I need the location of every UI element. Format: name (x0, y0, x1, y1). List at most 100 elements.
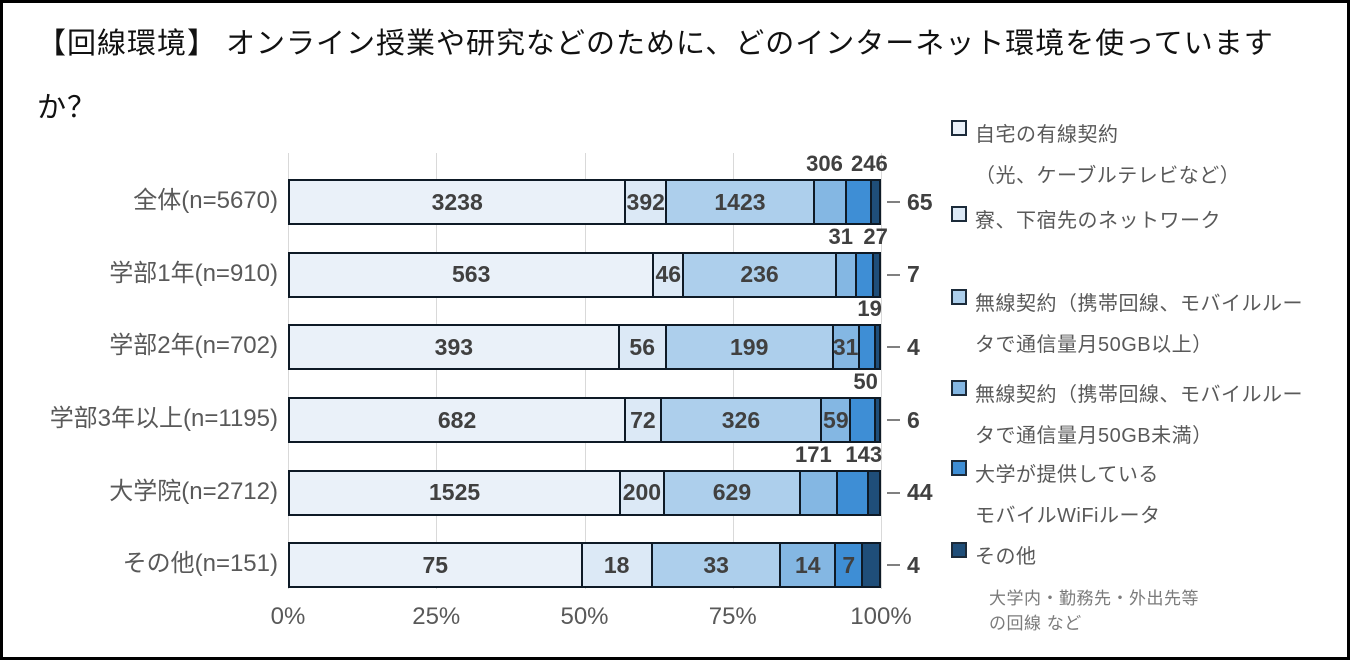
stacked-bar: 75 18 33 14 7 (288, 542, 881, 589)
bar-row: 学部2年(n=702) 19 4 393 56 199 31 (109, 296, 920, 371)
x-axis-tick-label: 50% (560, 603, 609, 630)
segment-value-label: 392 (626, 188, 665, 215)
leader-line (887, 419, 900, 422)
category-label: 学部3年以上(n=1195) (49, 405, 278, 433)
bar-row: 大学院(n=2712) 171 143 44 1525 200 629 (109, 442, 933, 517)
bar-segment (814, 181, 847, 223)
bar-segment (875, 326, 879, 369)
category-label: 学部1年(n=910) (109, 259, 278, 287)
bar-row: 学部1年(n=910) 31 27 7 563 46 236 (109, 223, 920, 299)
legend-item: 寮、下宿先のネットワーク (951, 201, 1221, 242)
segment-value-label: 3238 (431, 188, 483, 215)
segment-value-label: 14 (794, 551, 821, 578)
segment-value-label: 46 (655, 261, 682, 288)
segment-value-label: 33 (703, 551, 729, 578)
bar-segment: 56 (619, 326, 667, 369)
legend-swatch-icon (951, 120, 967, 136)
above-value-label: 306 (806, 151, 843, 176)
bar-segment: 563 (290, 253, 655, 296)
segment-value-label: 59 (823, 406, 849, 433)
bar-segment: 3238 (290, 181, 627, 223)
above-value-label: 31 (828, 223, 853, 249)
legend-item: 大学が提供している モバイルWiFiルータ (951, 455, 1160, 537)
gridline (584, 153, 586, 589)
legend-label: 無線契約（携帯回線、モバイルルー タで通信量月50GB以上） (975, 293, 1303, 356)
bar-segment: 46 (654, 253, 685, 296)
outside-value-label: 4 (887, 542, 920, 588)
segment-value-label: 236 (740, 261, 779, 288)
legend-swatch-icon (951, 289, 967, 305)
bar-segment (872, 181, 879, 223)
bar-segment: 59 (822, 399, 852, 442)
legend-swatch-icon (951, 460, 967, 476)
bar-row: 学部3年以上(n=1195) 50 6 682 72 326 59 (50, 369, 920, 444)
leader-line (887, 491, 900, 494)
segment-value-label: 682 (437, 406, 477, 433)
x-axis-tick-label: 100% (850, 603, 912, 630)
gridline (732, 153, 734, 589)
outside-value-label: 4 (887, 324, 920, 370)
bar-segment: 7 (836, 544, 864, 587)
stacked-bar: 563 46 236 (288, 251, 881, 298)
segment-value-label: 200 (622, 479, 662, 506)
legend-label: その他 大学内・勤務先・外出先等 の回線 など (975, 537, 1199, 636)
bar-segment (863, 544, 879, 587)
bar-segment: 31 (833, 326, 860, 369)
bar-segment: 72 (626, 399, 662, 442)
bar-segment: 236 (684, 253, 837, 296)
x-axis-tick-label: 0% (270, 603, 306, 630)
legend-label: 大学が提供している モバイルWiFiルータ (975, 464, 1161, 527)
bar-segment: 14 (781, 544, 837, 587)
segment-value-label: 72 (630, 406, 656, 433)
above-value-label: 246 (850, 151, 888, 176)
above-value-label: 19 (857, 296, 882, 322)
bar-segment: 75 (290, 544, 583, 587)
leader-line (887, 273, 900, 276)
bar-segment (851, 399, 877, 442)
legend: 自宅の有線契約 （光、ケーブルテレビなど） 寮、下宿先のネットワーク無線契約（携帯回… (951, 3, 1347, 657)
bar-segment: 629 (664, 471, 802, 514)
outside-value-label: 6 (887, 397, 920, 443)
bar-segment (836, 253, 857, 296)
bar-row: その他(n=151) 4 75 18 33 14 7 (123, 516, 920, 589)
bar-segment: 200 (621, 471, 665, 514)
legend-note: 大学内・勤務先・外出先等 の回線 など (989, 589, 1199, 633)
bar-segment: 326 (661, 399, 823, 442)
stacked-bar: 3238 392 1423 (288, 179, 881, 225)
gridline (288, 153, 289, 589)
outside-value-label: 65 (887, 179, 933, 225)
segment-value-label: 326 (721, 406, 761, 433)
legend-item: 自宅の有線契約 （光、ケーブルテレビなど） (951, 115, 1240, 197)
segment-value-label: 1525 (429, 479, 481, 506)
bar-segment (838, 471, 870, 514)
legend-swatch-icon (951, 206, 967, 222)
leader-line (887, 346, 900, 349)
chart-title: 【回線環境】 オンライン授業や研究などのために、どのインターネット環境を使ってい… (37, 28, 1274, 124)
above-value-label: 27 (863, 223, 888, 249)
bar-segment (874, 253, 879, 296)
x-axis: 0% 25% 50% 75% 100% (271, 603, 912, 633)
bar-segment (846, 181, 873, 223)
bar-segment (869, 471, 879, 514)
bar-segment (876, 399, 879, 442)
legend-label: 自宅の有線契約 （光、ケーブルテレビなど） (975, 124, 1241, 187)
stacked-bar: 393 56 199 31 (288, 324, 881, 371)
bar-segment (856, 253, 875, 296)
legend-item: その他 大学内・勤務先・外出先等 の回線 など (951, 537, 1199, 636)
bar-segment: 1525 (290, 471, 622, 514)
segment-value-label: 56 (629, 333, 656, 360)
bar-rows: 全体(n=5670) 306 246 65 3238 392 1423 学部1年(n=910)… (50, 151, 933, 589)
bar-segment: 393 (290, 326, 620, 369)
legend-swatch-icon (951, 380, 967, 396)
category-label: 学部2年(n=702) (109, 332, 278, 360)
x-axis-tick-label: 75% (708, 603, 757, 630)
category-label: 全体(n=5670) (133, 187, 278, 214)
gridline (436, 153, 438, 589)
legend-label: 寮、下宿先のネットワーク (975, 210, 1221, 232)
bar-segment: 33 (652, 544, 782, 587)
bar-segment (859, 326, 876, 369)
bar-segment: 18 (582, 544, 653, 587)
segment-value-label: 1423 (714, 188, 766, 215)
segment-value-label: 629 (712, 479, 752, 506)
